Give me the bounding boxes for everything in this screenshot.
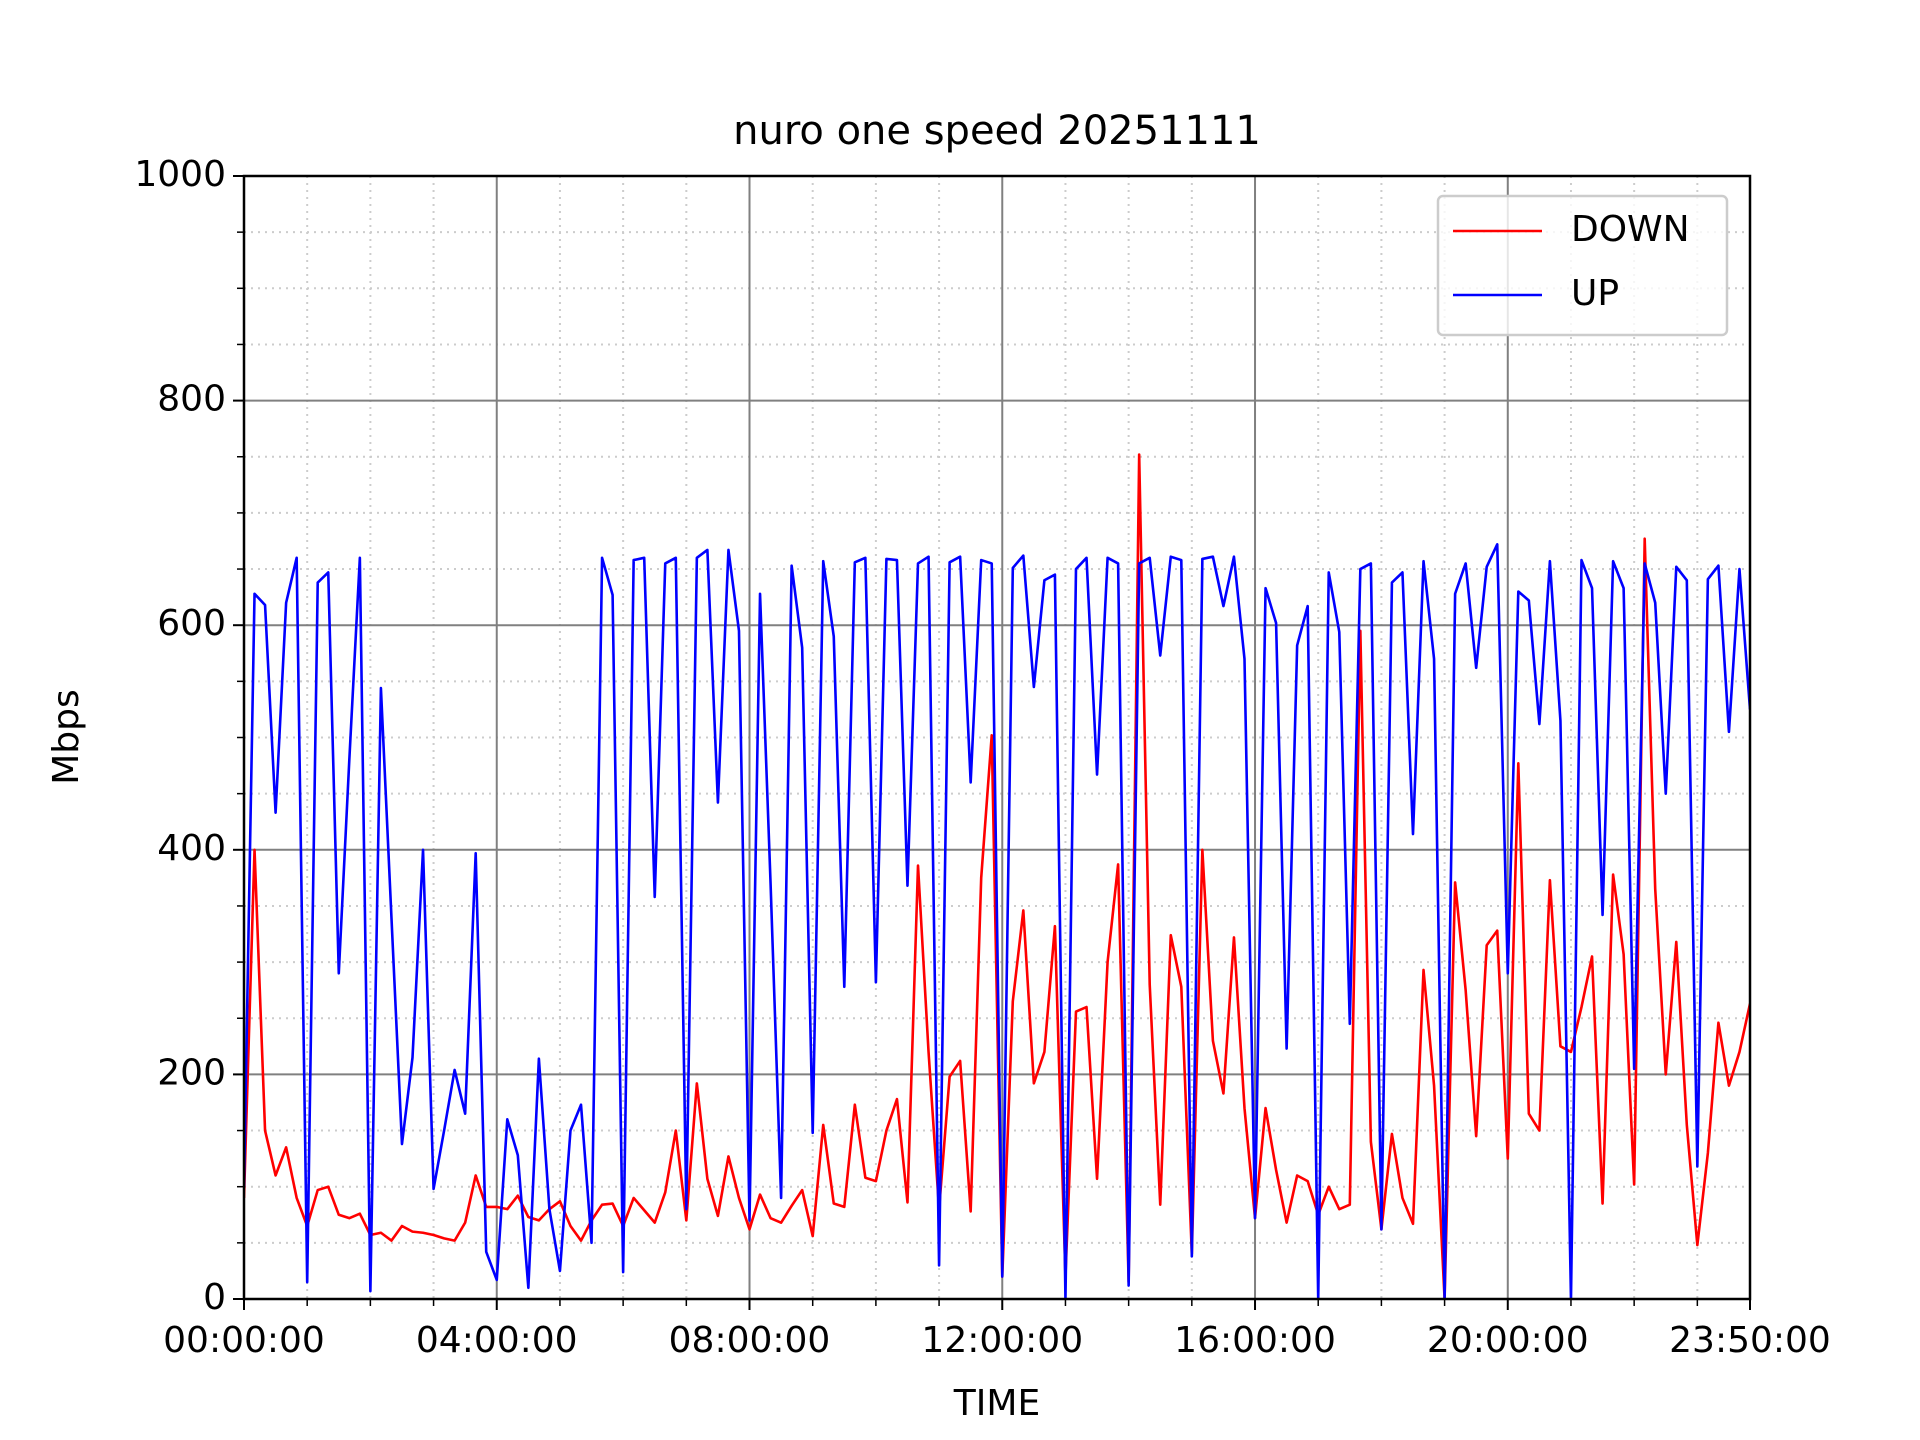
legend-label: DOWN	[1571, 209, 1690, 250]
y-tick-label: 200	[157, 1052, 226, 1093]
x-tick-label: 20:00:00	[1427, 1320, 1589, 1361]
x-tick-label: 16:00:00	[1174, 1320, 1336, 1361]
chart-title: nuro one speed 20251111	[733, 108, 1261, 154]
y-tick-label: 400	[157, 828, 226, 869]
x-tick-label: 23:50:00	[1669, 1320, 1831, 1361]
x-tick-label: 12:00:00	[921, 1320, 1083, 1361]
x-tick-label: 00:00:00	[163, 1320, 325, 1361]
line-series	[244, 543, 1750, 1299]
x-tick-label: 04:00:00	[416, 1320, 578, 1361]
y-tick-label: 0	[203, 1277, 226, 1318]
y-axis-label: Mbps	[46, 689, 87, 785]
y-tick-label: 800	[157, 379, 226, 420]
x-axis-label: TIME	[953, 1383, 1040, 1424]
legend-label: UP	[1571, 273, 1619, 314]
x-tick-label: 08:00:00	[669, 1320, 831, 1361]
plot-frame	[242, 174, 1752, 1301]
y-tick-label: 600	[157, 603, 226, 644]
y-tick-label: 1000	[134, 154, 226, 195]
